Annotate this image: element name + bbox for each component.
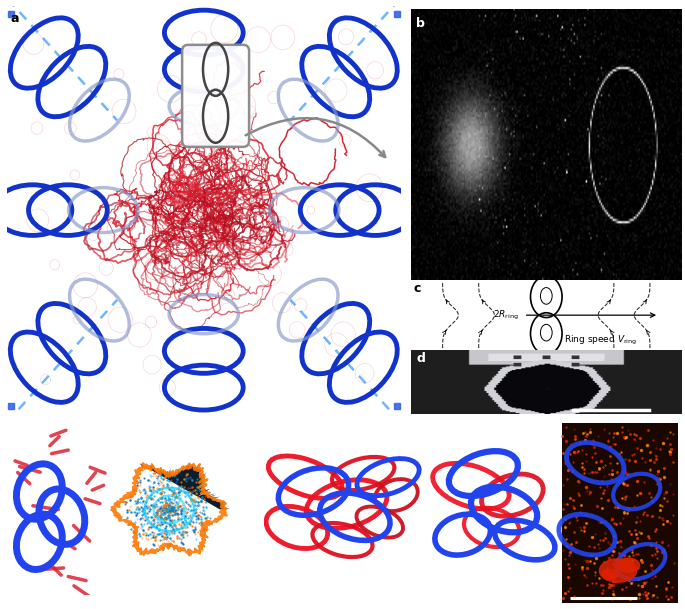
Bar bbox=[562, 423, 678, 603]
Polygon shape bbox=[617, 558, 640, 572]
Polygon shape bbox=[139, 462, 230, 510]
Text: $2R_{\rm ring}$: $2R_{\rm ring}$ bbox=[493, 309, 519, 322]
Text: a: a bbox=[11, 12, 19, 25]
Polygon shape bbox=[602, 569, 617, 579]
Text: c: c bbox=[414, 282, 421, 295]
Text: d: d bbox=[416, 352, 425, 365]
Text: f: f bbox=[268, 427, 273, 440]
Text: e: e bbox=[10, 427, 18, 440]
FancyBboxPatch shape bbox=[182, 45, 249, 147]
Text: b: b bbox=[416, 17, 425, 30]
Polygon shape bbox=[599, 559, 636, 582]
Text: Ring speed $V_{\rm ring}$: Ring speed $V_{\rm ring}$ bbox=[564, 334, 637, 347]
